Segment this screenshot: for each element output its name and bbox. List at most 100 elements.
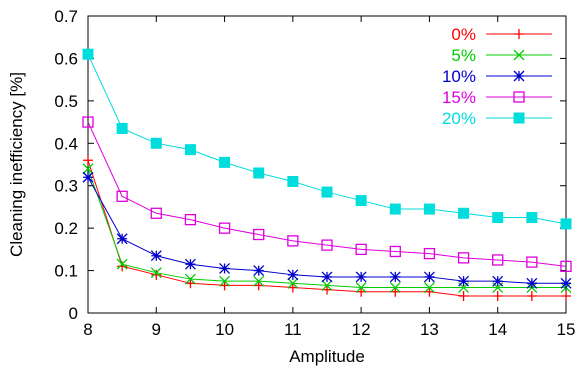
data-point: [219, 156, 231, 168]
data-point: [458, 207, 470, 219]
legend-item: 5%: [451, 46, 552, 65]
legend-label: 15%: [442, 88, 476, 107]
legend-marker: [513, 49, 525, 61]
legend-marker: [513, 112, 525, 124]
y-tick-label: 0.2: [54, 219, 78, 238]
data-point: [253, 265, 265, 277]
legend-item: 20%: [442, 109, 552, 128]
x-tick-label: 14: [488, 320, 507, 339]
data-point: [287, 235, 299, 247]
x-tick-label: 10: [215, 320, 234, 339]
x-tick-label: 15: [557, 320, 576, 339]
data-point: [355, 282, 367, 294]
data-point: [151, 269, 162, 280]
x-tick-label: 8: [83, 320, 92, 339]
data-point: [116, 258, 128, 270]
data-point: [423, 282, 435, 294]
data-point: [526, 277, 538, 289]
data-point: [321, 239, 333, 251]
y-tick-label: 0.4: [54, 134, 78, 153]
series-5-percent: [82, 163, 572, 294]
data-point: [321, 279, 333, 291]
data-point: [184, 273, 196, 285]
data-point: [116, 122, 128, 134]
data-point: [526, 291, 537, 302]
data-point: [219, 275, 231, 287]
series-lines: [82, 48, 572, 302]
x-tick-label: 12: [352, 320, 371, 339]
y-axis-title: Cleaning inefficiency [%]: [7, 72, 26, 257]
series-10-percent: [82, 171, 572, 289]
series-20-percent: [82, 48, 572, 230]
y-tick-label: 0.5: [54, 92, 78, 111]
x-axis-title: Amplitude: [289, 347, 365, 366]
data-point: [82, 163, 94, 175]
legend-label: 20%: [442, 109, 476, 128]
y-tick-label: 0.7: [54, 7, 78, 26]
data-point: [526, 212, 538, 224]
data-point: [218, 222, 231, 234]
data-point: [253, 167, 265, 179]
legend-label: 5%: [451, 46, 476, 65]
data-point: [458, 291, 469, 302]
legend-marker: [513, 91, 525, 103]
data-point: [560, 260, 572, 272]
legend-label: 10%: [442, 67, 476, 86]
y-tick-label: 0.3: [54, 177, 78, 196]
series-15-percent: [82, 116, 572, 272]
data-point: [423, 271, 435, 283]
data-point: [82, 116, 94, 128]
legend-item: 15%: [442, 88, 552, 107]
data-point: [423, 247, 436, 260]
data-point: [492, 275, 504, 287]
data-point: [458, 275, 470, 287]
legend-item: 10%: [442, 67, 552, 86]
data-point: [457, 252, 470, 264]
data-point: [116, 190, 128, 202]
data-point: [389, 282, 401, 294]
data-point: [423, 203, 435, 215]
data-point: [83, 155, 93, 166]
data-point: [492, 254, 504, 266]
data-point: [116, 233, 128, 245]
data-point: [287, 277, 299, 289]
legend-label: 0%: [451, 25, 476, 44]
data-point: [355, 271, 367, 283]
data-point: [389, 245, 401, 258]
data-point: [184, 258, 196, 270]
axes: 0 0.1 0.2 0.3 0.4 0.5 0.6 0.7 8 9 10 11 12 13 14 15: [54, 7, 575, 339]
data-point: [253, 228, 265, 241]
data-point: [287, 175, 299, 187]
data-point: [253, 275, 265, 287]
data-point: [150, 267, 162, 279]
legend-marker: [514, 29, 524, 39]
data-point: [321, 271, 333, 283]
data-point: [560, 277, 572, 289]
data-point: [560, 218, 572, 230]
data-point: [82, 171, 94, 183]
legend-item: 0%: [451, 25, 552, 44]
y-tick-label: 0.1: [54, 262, 78, 281]
data-point: [526, 256, 538, 268]
data-point: [389, 203, 401, 215]
y-tick-label: 0.6: [54, 49, 78, 68]
legend-marker: [513, 70, 525, 82]
data-point: [287, 269, 299, 281]
y-tick-label: 0: [69, 304, 78, 323]
data-point: [82, 48, 94, 60]
data-point: [150, 207, 162, 219]
data-point: [389, 271, 401, 283]
data-point: [355, 195, 367, 207]
x-tick-label: 9: [152, 320, 161, 339]
data-point: [321, 186, 333, 198]
data-point: [184, 214, 197, 226]
data-point: [561, 291, 571, 302]
data-point: [150, 137, 162, 149]
data-point: [219, 262, 231, 274]
legend: 0% 5% 10% 15% 20%: [442, 25, 552, 128]
data-point: [492, 291, 503, 302]
x-tick-label: 11: [284, 320, 302, 339]
data-point: [150, 250, 162, 262]
